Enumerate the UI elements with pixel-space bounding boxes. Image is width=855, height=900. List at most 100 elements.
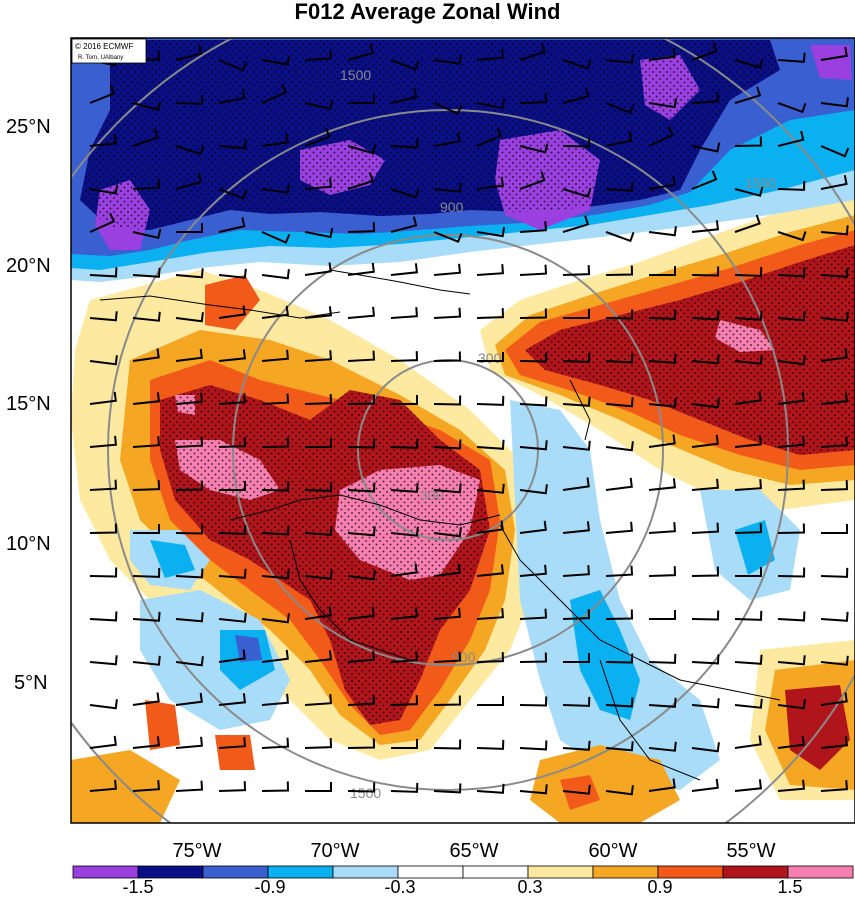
wind-barb <box>820 780 848 792</box>
wind-barb <box>476 98 506 110</box>
wind-barb <box>648 522 676 534</box>
wind-barb <box>261 481 290 492</box>
wind-barb <box>390 138 419 149</box>
wind-barb <box>132 267 161 278</box>
wind-barb <box>691 522 720 534</box>
lat-label-15n: 15°N <box>6 393 51 415</box>
wind-barb <box>347 570 376 581</box>
colorbar-label-5: 0.9 <box>647 877 672 897</box>
wind-barb <box>734 354 763 365</box>
wind-barb <box>433 395 462 406</box>
wind-barb <box>820 348 848 362</box>
wind-barb <box>777 311 806 322</box>
wind-barb <box>304 481 333 492</box>
wind-barb <box>820 46 848 61</box>
wind-barb <box>476 520 504 534</box>
wind-barb <box>261 183 290 194</box>
wind-barb <box>777 231 807 242</box>
wind-barb <box>89 134 118 147</box>
wind-barb <box>175 312 204 323</box>
wind-barb <box>304 606 332 620</box>
wind-barb <box>261 781 290 792</box>
colorbar-label-1: -1.5 <box>122 877 153 897</box>
wind-barb <box>519 396 548 407</box>
wind-barb <box>261 737 290 749</box>
wind-barb <box>304 569 333 580</box>
wind-barb <box>562 396 591 407</box>
wind-barb <box>132 692 160 706</box>
wind-barb <box>519 564 547 577</box>
wind-barb <box>734 266 763 277</box>
wind-barb <box>218 693 247 706</box>
wind-barb <box>820 692 848 706</box>
wind-barb <box>347 438 376 449</box>
wind-barb <box>175 44 203 61</box>
wind-barb <box>476 308 505 319</box>
wind-barb <box>562 137 591 148</box>
wind-barb <box>519 264 548 276</box>
wind-barb <box>691 698 720 709</box>
wind-barb <box>89 479 118 491</box>
wind-barb <box>132 348 160 362</box>
wind-barb <box>261 231 291 244</box>
wind-barb <box>261 55 291 66</box>
wind-barb <box>433 54 462 65</box>
colorbar-label-6: 1.5 <box>777 877 802 897</box>
wind-barb <box>132 311 161 322</box>
wind-barb <box>347 350 376 362</box>
wind-barb <box>648 697 677 708</box>
wind-barb <box>175 568 204 579</box>
wind-barb <box>563 309 590 319</box>
wind-barb <box>519 43 546 61</box>
wind-barb <box>347 222 376 233</box>
wind-barb <box>433 739 462 750</box>
wind-barb <box>89 523 118 534</box>
wind-barb <box>175 524 204 535</box>
wind-barb <box>605 102 635 114</box>
wind-barb <box>476 439 505 450</box>
wind-barb <box>777 567 806 578</box>
wind-barb <box>261 437 290 448</box>
lat-label-25n: 25°N <box>6 116 51 138</box>
wind-barb <box>347 650 375 663</box>
wind-barb <box>519 608 548 620</box>
wind-barb <box>562 440 591 451</box>
wind-barb <box>691 398 720 409</box>
plot-frame <box>70 37 855 824</box>
wind-barb <box>777 435 805 448</box>
wind-barb <box>820 611 849 622</box>
wind-barb <box>734 479 762 491</box>
wind-barb <box>390 188 420 199</box>
wind-barb <box>132 436 160 448</box>
wind-barb <box>777 391 805 405</box>
wind-barb <box>89 355 118 366</box>
wind-barb <box>562 565 590 577</box>
wind-barb <box>777 52 806 63</box>
wind-barb <box>348 94 375 104</box>
wind-barb <box>261 613 290 624</box>
wind-barb <box>820 311 849 322</box>
wind-barb <box>304 177 332 190</box>
negative-anomaly-south-2 <box>570 590 640 720</box>
wind-barb <box>648 566 677 577</box>
wind-barb <box>433 439 462 450</box>
wind-barb <box>476 564 505 577</box>
wind-barb <box>648 653 677 664</box>
wind-barb <box>305 438 332 448</box>
wind-barb <box>261 133 289 147</box>
wind-barb <box>820 97 849 108</box>
wind-barb <box>89 391 117 405</box>
wind-barb <box>304 350 332 362</box>
wind-barb <box>519 221 547 233</box>
positive-anomaly-west-redorange-2 <box>215 735 255 770</box>
ring-label-middle-b: 900 <box>440 199 464 215</box>
wind-barb <box>777 479 806 491</box>
wind-barb <box>433 483 462 494</box>
wind-barb <box>219 481 246 491</box>
wind-barb <box>304 262 332 276</box>
wind-barb <box>304 306 333 319</box>
wind-barb <box>691 742 720 753</box>
wind-barb <box>347 144 377 155</box>
wind-barb <box>433 563 461 577</box>
